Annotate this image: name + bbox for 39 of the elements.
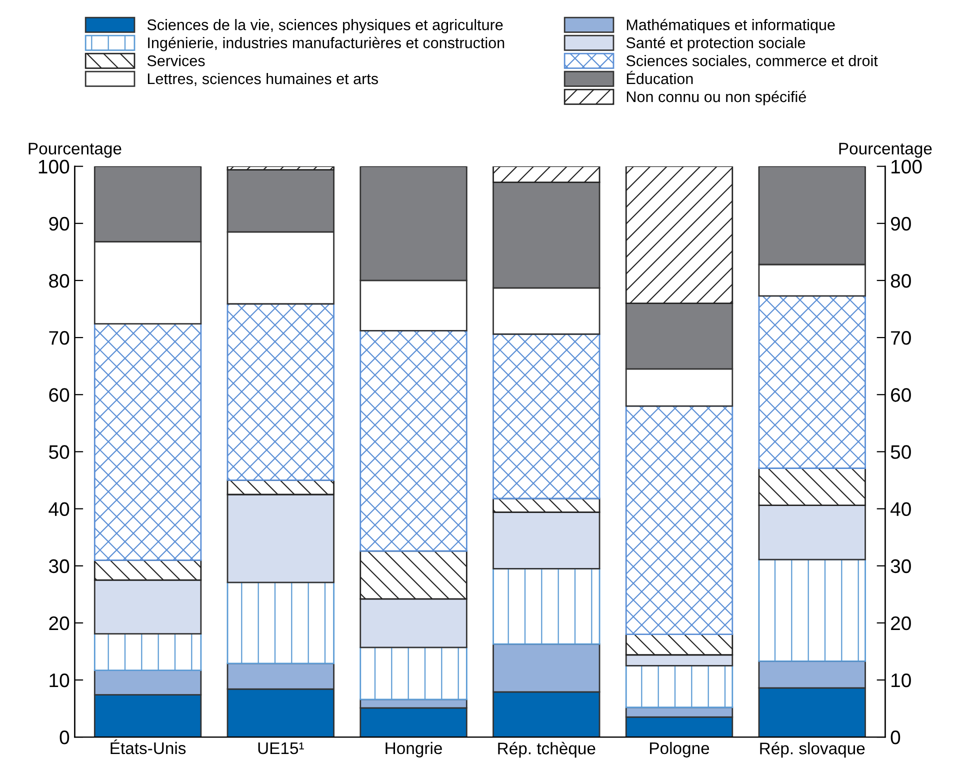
- legend-label: Santé et protection sociale: [626, 36, 806, 52]
- y-tick-label: 90: [49, 216, 70, 231]
- legend-label: Éducation: [626, 70, 693, 84]
- y-tick-label: 100: [38, 160, 70, 174]
- y2-tick-label: 60: [891, 388, 911, 402]
- y2-tick-label: 0: [890, 730, 900, 744]
- x-tick-label: Rép. slovaque: [760, 742, 865, 758]
- y-tick-label: 50: [49, 445, 70, 459]
- y2-axis-title: Pourcentage: [839, 142, 932, 158]
- x-tick-label: États-Unis: [110, 740, 186, 754]
- x-tick-label: Hongrie: [386, 742, 442, 758]
- legend-label: Sciences de la vie, sciences physiques et agriculture: [147, 19, 503, 34]
- y-tick-label: 40: [48, 502, 70, 516]
- legend-label: Services: [147, 55, 205, 66]
- legend-label: Non connu ou non spécifié: [626, 90, 806, 106]
- legend-label: Sciences sociales, commerce et droit: [626, 55, 878, 68]
- y2-tick-label: 30: [890, 559, 911, 574]
- y-tick-label: 80: [49, 274, 70, 288]
- y-tick-label: 70: [49, 331, 70, 345]
- y-tick-label: 20: [49, 616, 70, 630]
- y-tick-label: 30: [48, 559, 70, 574]
- x-tick-label: UE15¹: [258, 742, 304, 754]
- y2-tick-label: 70: [891, 331, 911, 345]
- y-axis-title: Pourcentage: [28, 142, 122, 158]
- y-tick-label: 0: [60, 730, 70, 744]
- legend-label: Mathématiques et informatique: [626, 18, 835, 34]
- y2-tick-label: 40: [890, 502, 911, 516]
- y2-tick-label: 80: [890, 274, 911, 288]
- x-tick-label: Pologne: [650, 742, 710, 758]
- y-tick-label: 10: [50, 673, 70, 688]
- legend-label: Lettres, sciences humaines et arts: [148, 72, 378, 86]
- x-tick-label: Rép. tchèque: [498, 742, 596, 758]
- y2-tick-label: 10: [892, 673, 911, 688]
- y2-tick-label: 20: [891, 616, 911, 630]
- y-tick-label: 60: [49, 388, 70, 402]
- y2-tick-label: 50: [890, 445, 911, 459]
- y2-tick-label: 100: [892, 160, 922, 174]
- y2-tick-label: 90: [890, 216, 911, 231]
- legend-label: Ingénierie, industries manufacturières et construction: [148, 36, 504, 52]
